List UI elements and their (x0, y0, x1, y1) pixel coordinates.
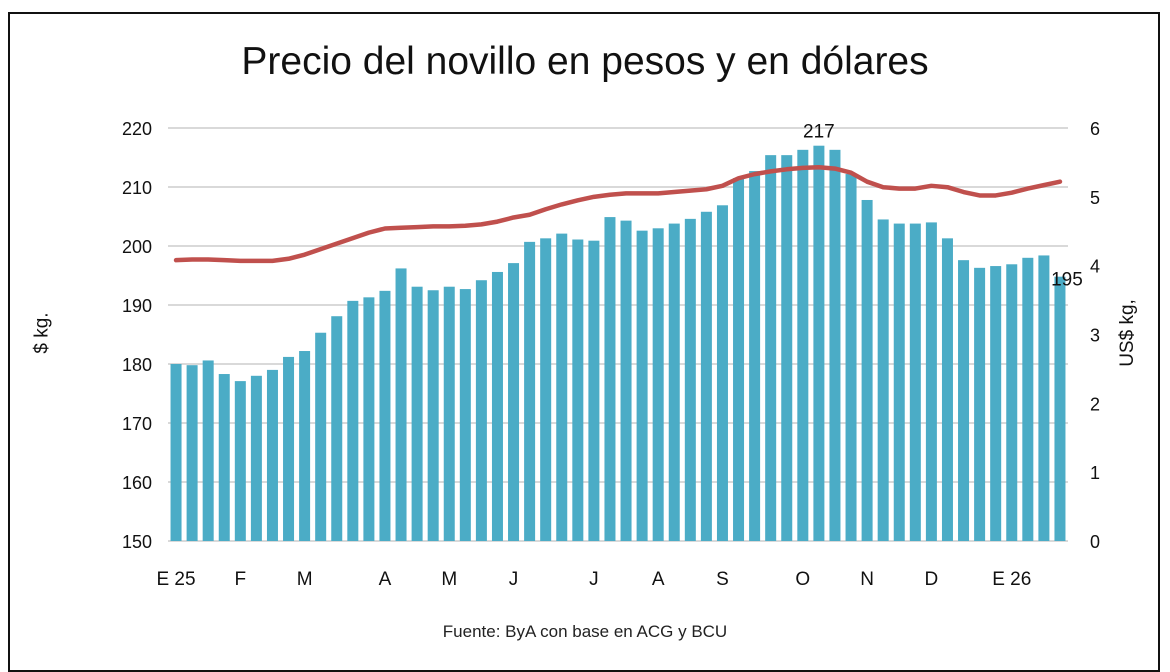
bar (218, 374, 230, 541)
x-tick-label: J (589, 569, 599, 590)
y-tick-label: 220 (122, 119, 152, 139)
bar (283, 356, 295, 541)
bar (797, 149, 809, 541)
bar (331, 316, 343, 541)
bar (1038, 255, 1050, 541)
data-label: 195 (1051, 270, 1083, 291)
bar (475, 280, 487, 541)
bar (861, 199, 873, 542)
chart-title: Precio del novillo en pesos y en dólares (241, 40, 929, 83)
bar (540, 238, 552, 541)
x-tick-label: E 26 (992, 569, 1031, 590)
bar (315, 332, 327, 541)
bar (234, 381, 246, 541)
bar (716, 205, 728, 542)
bar (684, 218, 696, 542)
bar (363, 297, 375, 541)
y-tick-label: 160 (122, 473, 152, 493)
y-tick-label: 210 (122, 178, 152, 198)
x-tick-label: M (441, 569, 457, 590)
bar (508, 263, 520, 541)
bar (829, 149, 841, 541)
x-tick-label: A (652, 569, 665, 590)
bar (395, 268, 407, 541)
bar (941, 238, 953, 541)
bar (572, 239, 584, 541)
bar (347, 300, 359, 541)
y2-tick-label: 0 (1090, 532, 1100, 552)
x-tick-label: O (795, 569, 810, 590)
y2-tick-label: 5 (1090, 188, 1100, 208)
x-tick-label: D (925, 569, 939, 590)
bar (186, 365, 198, 541)
x-tick-label: F (235, 569, 247, 590)
bar (266, 369, 278, 541)
bar (202, 360, 214, 541)
bar (636, 230, 648, 541)
bar (443, 286, 455, 541)
bar (652, 228, 664, 542)
bar (620, 220, 632, 541)
x-tick-label: M (297, 569, 313, 590)
usd-price-line (173, 164, 1063, 264)
bar (893, 223, 905, 541)
bar (925, 222, 937, 541)
bar (524, 241, 536, 541)
chart-plot: 150 160 170 180 190 200 210 220 0 1 2 3 4 5 6 E 25 F M A M J… (122, 119, 1100, 590)
x-tick-label: S (716, 569, 729, 590)
bar (668, 223, 680, 541)
bar (1022, 257, 1034, 541)
bar (909, 223, 921, 541)
y2-tick-label: 3 (1090, 326, 1100, 346)
bar (427, 290, 439, 541)
source-note: Fuente: ByA con base en ACG y BCU (442, 622, 728, 641)
bar (1054, 276, 1066, 541)
bar (604, 217, 616, 541)
y-tick-label: 190 (122, 296, 152, 316)
bar (1006, 264, 1018, 541)
y2-tick-label: 4 (1090, 257, 1100, 277)
x-tick-label: J (509, 569, 519, 590)
y-tick-label: 170 (122, 414, 152, 434)
y2-tick-label: 1 (1090, 463, 1100, 483)
bar (877, 219, 889, 541)
x-tick-label: N (860, 569, 874, 590)
bar (491, 271, 503, 541)
bar (733, 178, 745, 541)
y-tick-label: 150 (122, 532, 152, 552)
bar (459, 289, 471, 541)
bar (765, 155, 777, 541)
bar (379, 290, 391, 541)
bar (250, 375, 262, 541)
y-tick-label: 200 (122, 237, 152, 257)
bar (813, 145, 825, 541)
bar (958, 260, 970, 541)
bar (556, 233, 568, 542)
bar (588, 240, 600, 541)
bar (974, 267, 986, 541)
bar (170, 364, 182, 541)
y2-tick-label: 6 (1090, 119, 1100, 139)
y2-tick-label: 2 (1090, 394, 1100, 414)
bar (700, 211, 712, 541)
bar (781, 155, 793, 541)
x-tick-label: E 25 (156, 569, 195, 590)
x-tick-label: A (379, 569, 392, 590)
bar (299, 351, 311, 541)
y-tick-label: 180 (122, 355, 152, 375)
bar (990, 266, 1002, 541)
data-label: 217 (803, 122, 835, 143)
bar (411, 286, 423, 541)
bar (749, 171, 761, 541)
bar (845, 174, 857, 541)
